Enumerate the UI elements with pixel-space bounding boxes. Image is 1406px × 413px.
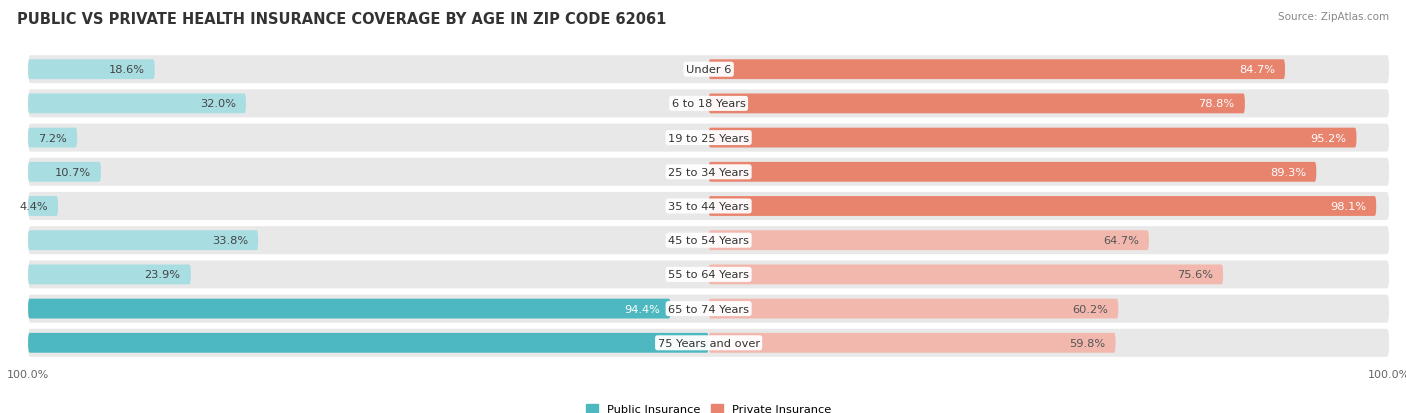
FancyBboxPatch shape xyxy=(28,231,259,251)
FancyBboxPatch shape xyxy=(709,231,1149,251)
Text: 65 to 74 Years: 65 to 74 Years xyxy=(668,304,749,314)
FancyBboxPatch shape xyxy=(28,299,671,319)
FancyBboxPatch shape xyxy=(28,94,246,114)
FancyBboxPatch shape xyxy=(709,299,1118,319)
Text: 4.4%: 4.4% xyxy=(20,202,48,211)
Text: 23.9%: 23.9% xyxy=(145,270,180,280)
Text: 75 Years and over: 75 Years and over xyxy=(658,338,759,348)
FancyBboxPatch shape xyxy=(28,159,1389,186)
Text: 98.1%: 98.1% xyxy=(1330,202,1367,211)
Text: 32.0%: 32.0% xyxy=(200,99,236,109)
FancyBboxPatch shape xyxy=(28,60,155,80)
FancyBboxPatch shape xyxy=(28,197,58,216)
Text: 55 to 64 Years: 55 to 64 Years xyxy=(668,270,749,280)
FancyBboxPatch shape xyxy=(28,265,191,285)
Text: 59.8%: 59.8% xyxy=(1069,338,1105,348)
Text: 94.4%: 94.4% xyxy=(624,304,661,314)
Text: 78.8%: 78.8% xyxy=(1198,99,1234,109)
FancyBboxPatch shape xyxy=(28,333,709,353)
Text: 60.2%: 60.2% xyxy=(1073,304,1108,314)
Text: 25 to 34 Years: 25 to 34 Years xyxy=(668,167,749,177)
Text: 35 to 44 Years: 35 to 44 Years xyxy=(668,202,749,211)
FancyBboxPatch shape xyxy=(709,333,1115,353)
Text: 33.8%: 33.8% xyxy=(212,236,247,246)
FancyBboxPatch shape xyxy=(709,162,1316,182)
FancyBboxPatch shape xyxy=(28,192,1389,221)
Text: 95.2%: 95.2% xyxy=(1310,133,1347,143)
Text: 18.6%: 18.6% xyxy=(108,65,145,75)
FancyBboxPatch shape xyxy=(28,329,1389,357)
FancyBboxPatch shape xyxy=(28,124,1389,152)
FancyBboxPatch shape xyxy=(28,261,1389,289)
FancyBboxPatch shape xyxy=(28,162,101,182)
Text: 6 to 18 Years: 6 to 18 Years xyxy=(672,99,745,109)
Text: 45 to 54 Years: 45 to 54 Years xyxy=(668,236,749,246)
FancyBboxPatch shape xyxy=(709,94,1244,114)
FancyBboxPatch shape xyxy=(28,295,1389,323)
Text: 19 to 25 Years: 19 to 25 Years xyxy=(668,133,749,143)
Text: 64.7%: 64.7% xyxy=(1102,236,1139,246)
FancyBboxPatch shape xyxy=(709,128,1357,148)
FancyBboxPatch shape xyxy=(28,56,1389,84)
FancyBboxPatch shape xyxy=(709,60,1285,80)
FancyBboxPatch shape xyxy=(709,197,1376,216)
Text: 10.7%: 10.7% xyxy=(55,167,91,177)
FancyBboxPatch shape xyxy=(28,90,1389,118)
Text: 84.7%: 84.7% xyxy=(1239,65,1275,75)
FancyBboxPatch shape xyxy=(28,227,1389,254)
Text: 75.6%: 75.6% xyxy=(1177,270,1213,280)
Text: PUBLIC VS PRIVATE HEALTH INSURANCE COVERAGE BY AGE IN ZIP CODE 62061: PUBLIC VS PRIVATE HEALTH INSURANCE COVER… xyxy=(17,12,666,27)
Text: Under 6: Under 6 xyxy=(686,65,731,75)
Text: 89.3%: 89.3% xyxy=(1270,167,1306,177)
Text: Source: ZipAtlas.com: Source: ZipAtlas.com xyxy=(1278,12,1389,22)
FancyBboxPatch shape xyxy=(28,128,77,148)
Text: 7.2%: 7.2% xyxy=(38,133,67,143)
FancyBboxPatch shape xyxy=(709,265,1223,285)
Text: 100.0%: 100.0% xyxy=(655,338,699,348)
Legend: Public Insurance, Private Insurance: Public Insurance, Private Insurance xyxy=(586,404,831,413)
